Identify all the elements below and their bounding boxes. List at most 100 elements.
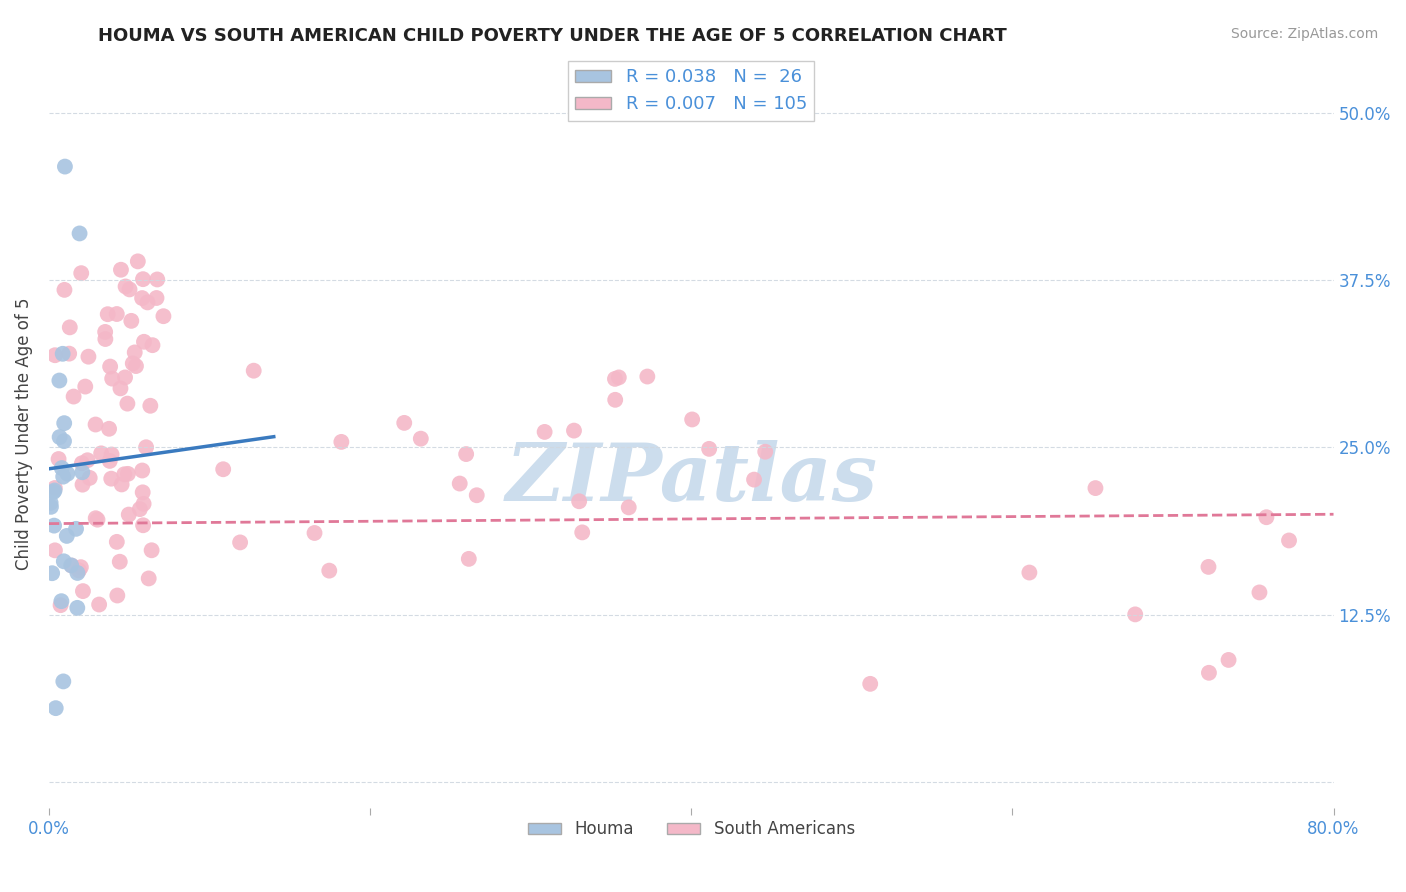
Point — [318, 564, 340, 578]
Point — [62, 390, 84, 404]
Point — [60, 558, 83, 573]
Point — [98, 454, 121, 468]
Point — [39, 500, 62, 514]
Point — [152, 309, 174, 323]
Point — [146, 272, 169, 286]
Point — [110, 381, 132, 395]
Point — [52, 469, 75, 483]
Point — [108, 555, 131, 569]
Point — [112, 467, 135, 482]
Point — [304, 526, 326, 541]
Point — [457, 552, 479, 566]
Point — [1018, 566, 1040, 580]
Point — [100, 448, 122, 462]
Point — [86, 513, 108, 527]
Point — [72, 584, 94, 599]
Point — [44, 348, 66, 362]
Point — [139, 399, 162, 413]
Point — [141, 338, 163, 352]
Point — [131, 463, 153, 477]
Point — [456, 447, 478, 461]
Point — [1198, 665, 1220, 680]
Point — [42, 518, 65, 533]
Point — [132, 497, 155, 511]
Point — [603, 372, 626, 386]
Point — [132, 272, 155, 286]
Point — [111, 477, 134, 491]
Point — [681, 412, 703, 426]
Point — [51, 461, 73, 475]
Point — [754, 444, 776, 458]
Point — [128, 502, 150, 516]
Point — [118, 508, 141, 522]
Point — [79, 471, 101, 485]
Point — [1256, 510, 1278, 524]
Point — [117, 467, 139, 481]
Point — [72, 465, 94, 479]
Point — [607, 370, 630, 384]
Point — [66, 600, 89, 615]
Point — [100, 472, 122, 486]
Text: Source: ZipAtlas.com: Source: ZipAtlas.com — [1230, 27, 1378, 41]
Point — [75, 379, 97, 393]
Point — [98, 359, 121, 374]
Point — [70, 560, 93, 574]
Point — [1218, 653, 1240, 667]
Text: ZIPatlas: ZIPatlas — [505, 441, 877, 517]
Point — [105, 534, 128, 549]
Point — [44, 543, 66, 558]
Point — [136, 295, 159, 310]
Point — [114, 370, 136, 384]
Point — [110, 262, 132, 277]
Text: HOUMA VS SOUTH AMERICAN CHILD POVERTY UNDER THE AGE OF 5 CORRELATION CHART: HOUMA VS SOUTH AMERICAN CHILD POVERTY UN… — [98, 27, 1007, 45]
Point — [101, 371, 124, 385]
Point — [571, 525, 593, 540]
Point — [330, 434, 353, 449]
Point — [66, 566, 89, 580]
Point — [617, 500, 640, 515]
Point — [105, 589, 128, 603]
Point — [120, 314, 142, 328]
Point — [53, 434, 76, 449]
Point — [59, 320, 82, 334]
Point — [48, 374, 70, 388]
Point — [72, 477, 94, 491]
Point — [53, 283, 76, 297]
Point — [51, 594, 73, 608]
Point — [69, 227, 91, 241]
Point — [105, 307, 128, 321]
Point — [132, 334, 155, 349]
Point — [132, 518, 155, 533]
Point — [42, 484, 65, 499]
Point — [135, 440, 157, 454]
Point — [70, 266, 93, 280]
Point — [94, 332, 117, 346]
Point — [84, 511, 107, 525]
Point — [44, 483, 66, 498]
Point — [89, 598, 111, 612]
Point — [48, 452, 70, 467]
Point — [242, 364, 264, 378]
Point — [41, 566, 63, 581]
Point — [45, 701, 67, 715]
Point — [568, 494, 591, 508]
Point — [117, 396, 139, 410]
Point — [697, 442, 720, 456]
Point — [141, 543, 163, 558]
Point — [605, 392, 627, 407]
Point — [742, 473, 765, 487]
Point — [131, 291, 153, 305]
Point — [65, 522, 87, 536]
Legend: Houma, South Americans: Houma, South Americans — [520, 814, 862, 845]
Point — [449, 476, 471, 491]
Point — [39, 496, 62, 510]
Point — [465, 488, 488, 502]
Point — [53, 416, 76, 430]
Point — [409, 432, 432, 446]
Point — [70, 456, 93, 470]
Point — [394, 416, 416, 430]
Point — [121, 356, 143, 370]
Point — [1249, 585, 1271, 599]
Point — [145, 291, 167, 305]
Point — [56, 467, 79, 481]
